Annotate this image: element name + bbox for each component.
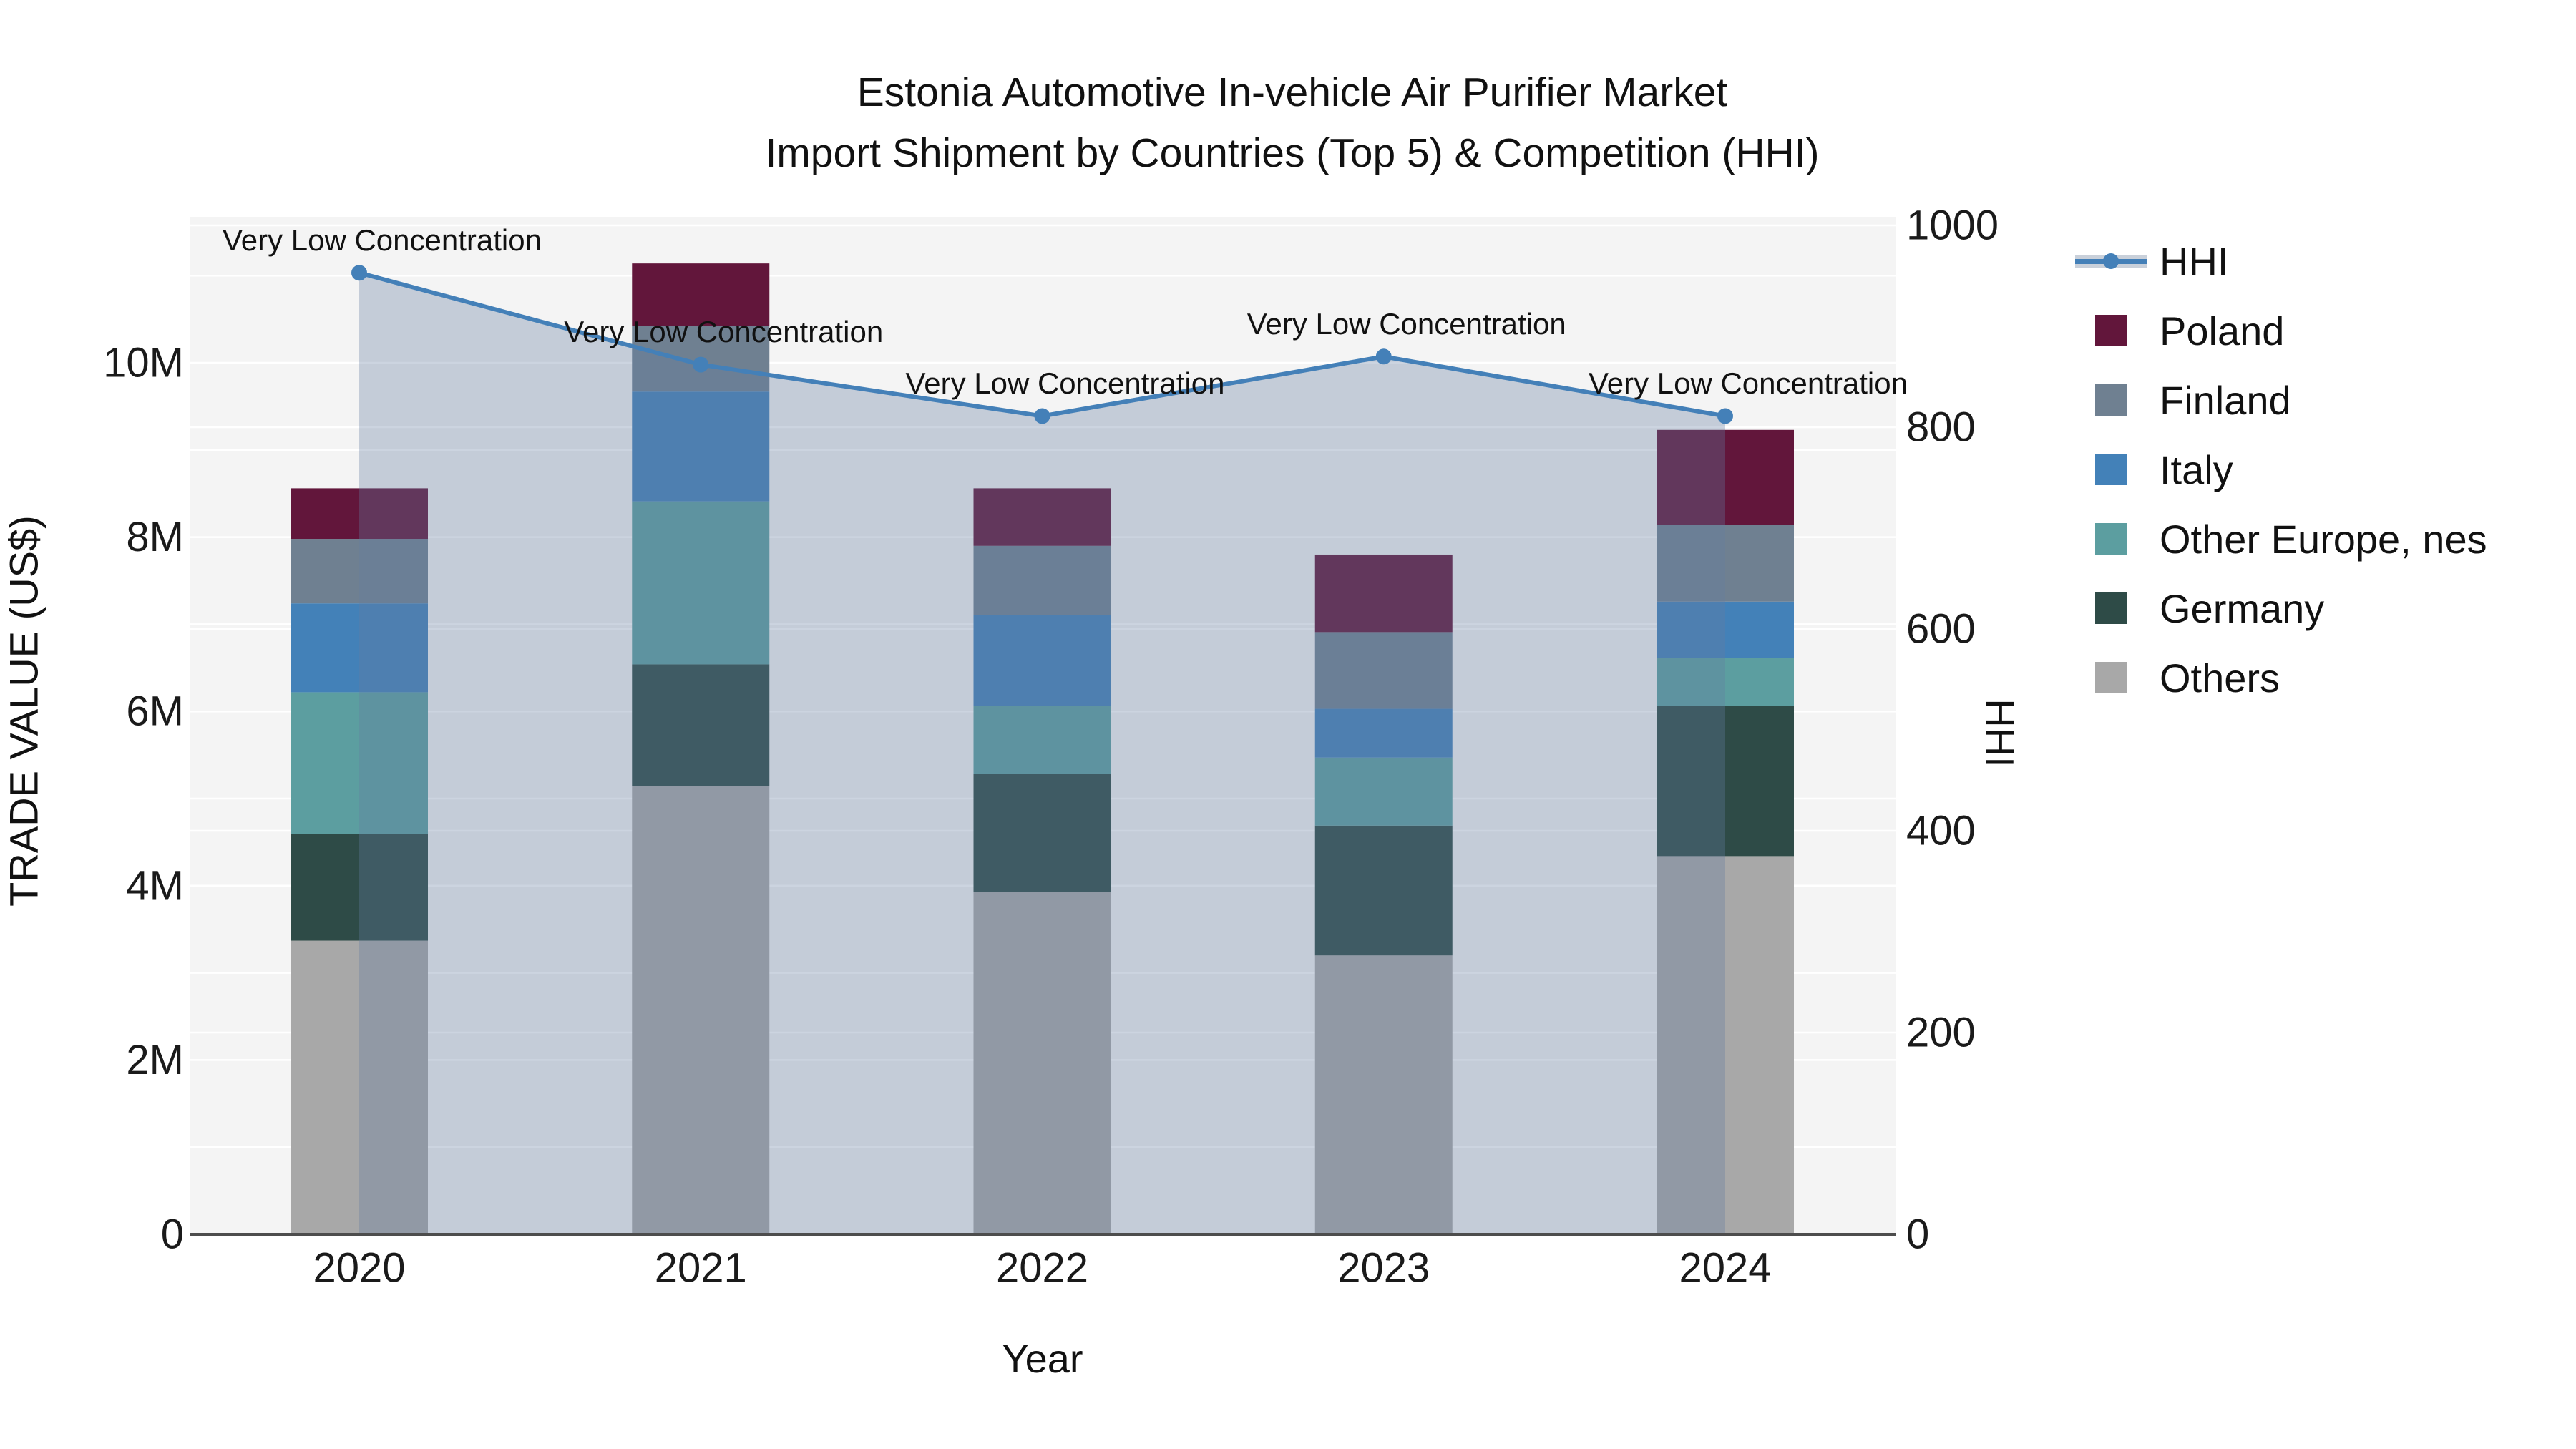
annotation-2023: Very Low Concentration bbox=[1247, 307, 1566, 341]
bar-segment-others-2024[interactable] bbox=[1657, 856, 1794, 1234]
bar-segment-others-2021[interactable] bbox=[632, 786, 770, 1234]
y-tick-left-8M: 8M bbox=[126, 514, 184, 560]
y-tick-right-0: 0 bbox=[1906, 1211, 1929, 1258]
bar-segment-poland-2024[interactable] bbox=[1657, 429, 1794, 525]
legend-item-other-europe-nes[interactable]: Other Europe, nes bbox=[2075, 517, 2487, 562]
y-axis-title-right: HHI bbox=[1977, 698, 2023, 768]
hhi-marker-2020[interactable] bbox=[351, 265, 367, 281]
chart-title-line-1: Estonia Automotive In-vehicle Air Purifi… bbox=[857, 69, 1728, 115]
hhi-marker-2024[interactable] bbox=[1717, 408, 1733, 424]
bar-segment-poland-2021[interactable] bbox=[632, 263, 770, 326]
hhi-line-swatch-icon bbox=[2075, 245, 2147, 277]
y-tick-right-200: 200 bbox=[1906, 1009, 1976, 1055]
legend-item-finland[interactable]: Finland bbox=[2075, 378, 2487, 423]
y-tick-right-1000: 1000 bbox=[1906, 202, 1999, 248]
legend-item-poland[interactable]: Poland bbox=[2075, 308, 2487, 353]
tick-labels: 0 2M 4M 6M 8M 10M 0 200 400 600 800 1000 2020 2021 202… bbox=[103, 202, 1999, 1291]
legend-square bbox=[2095, 592, 2127, 624]
bar-segment-finland-2022[interactable] bbox=[973, 545, 1111, 615]
y-tick-right-800: 800 bbox=[1906, 404, 1976, 450]
bar-segment-others-2023[interactable] bbox=[1314, 955, 1453, 1234]
legend-square bbox=[2095, 454, 2127, 485]
legend-label: Finland bbox=[2160, 377, 2291, 423]
color-swatch-icon bbox=[2075, 315, 2147, 346]
bar-segment-finland-2020[interactable] bbox=[291, 539, 428, 604]
color-swatch-icon bbox=[2075, 662, 2147, 693]
bar-segment-finland-2023[interactable] bbox=[1314, 632, 1453, 709]
bar-segment-germany-2022[interactable] bbox=[973, 774, 1111, 892]
bar-segment-italy-2020[interactable] bbox=[291, 603, 428, 693]
x-tick-2022: 2022 bbox=[996, 1245, 1088, 1292]
legend-label: Italy bbox=[2160, 447, 2233, 492]
y-tick-left-6M: 6M bbox=[126, 688, 184, 735]
hhi-area-fill bbox=[359, 273, 1725, 1234]
legend-item-italy[interactable]: Italy bbox=[2075, 447, 2487, 492]
legend-square bbox=[2095, 523, 2127, 555]
bar-segment-other-europe-nes-2020[interactable] bbox=[291, 692, 428, 834]
y-tick-right-400: 400 bbox=[1906, 807, 1976, 854]
legend-item-hhi[interactable]: HHI bbox=[2075, 239, 2487, 284]
bar-segment-italy-2022[interactable] bbox=[973, 615, 1111, 706]
y-tick-left-2M: 2M bbox=[126, 1037, 184, 1083]
bar-segment-other-europe-nes-2022[interactable] bbox=[973, 706, 1111, 774]
legend-label: HHI bbox=[2160, 238, 2229, 284]
y-tick-left-4M: 4M bbox=[126, 862, 184, 909]
legend-square bbox=[2095, 662, 2127, 693]
bar-segment-others-2022[interactable] bbox=[973, 892, 1111, 1234]
bar-segment-italy-2021[interactable] bbox=[632, 391, 770, 502]
stacked-bars bbox=[291, 263, 1794, 1234]
legend-label: Germany bbox=[2160, 585, 2325, 631]
y-tick-right-600: 600 bbox=[1906, 605, 1976, 652]
x-tick-2024: 2024 bbox=[1679, 1245, 1771, 1292]
legend-item-germany[interactable]: Germany bbox=[2075, 586, 2487, 631]
y-tick-left-0: 0 bbox=[161, 1211, 184, 1258]
legend-square bbox=[2095, 315, 2127, 346]
legend: HHI Poland Finland Italy Other Europe, nes Ge… bbox=[2075, 239, 2487, 701]
bar-segment-germany-2021[interactable] bbox=[632, 664, 770, 786]
bar-segment-germany-2020[interactable] bbox=[291, 834, 428, 941]
bar-segment-poland-2023[interactable] bbox=[1314, 554, 1453, 633]
bar-segment-italy-2024[interactable] bbox=[1657, 601, 1794, 658]
annotation-2020: Very Low Concentration bbox=[223, 223, 542, 257]
bar-segment-poland-2022[interactable] bbox=[973, 488, 1111, 546]
color-swatch-icon bbox=[2075, 384, 2147, 416]
annotation-2021: Very Low Concentration bbox=[564, 315, 883, 348]
bar-segment-other-europe-nes-2023[interactable] bbox=[1314, 757, 1453, 826]
bar-segment-italy-2023[interactable] bbox=[1314, 708, 1453, 758]
x-tick-2023: 2023 bbox=[1337, 1245, 1430, 1292]
legend-square bbox=[2095, 384, 2127, 416]
legend-label: Poland bbox=[2160, 308, 2285, 353]
chart-title-line-2: Import Shipment by Countries (Top 5) & C… bbox=[765, 130, 1820, 176]
bar-segment-poland-2020[interactable] bbox=[291, 488, 428, 540]
bar-segment-other-europe-nes-2021[interactable] bbox=[632, 501, 770, 665]
x-axis-title: Year bbox=[1002, 1336, 1083, 1381]
bar-segment-finland-2024[interactable] bbox=[1657, 525, 1794, 602]
color-swatch-icon bbox=[2075, 592, 2147, 624]
annotation-2022: Very Low Concentration bbox=[906, 366, 1225, 400]
bar-segment-other-europe-nes-2024[interactable] bbox=[1657, 658, 1794, 706]
y-axis-title-left: TRADE VALUE (US$) bbox=[1, 515, 47, 907]
bar-segment-others-2020[interactable] bbox=[291, 940, 428, 1234]
hhi-marker-2021[interactable] bbox=[693, 356, 709, 373]
color-swatch-icon bbox=[2075, 454, 2147, 485]
legend-item-others[interactable]: Others bbox=[2075, 655, 2487, 701]
hhi-marker-2023[interactable] bbox=[1375, 348, 1392, 365]
annotation-2024: Very Low Concentration bbox=[1589, 366, 1908, 400]
legend-label: Others bbox=[2160, 655, 2280, 701]
x-tick-2021: 2021 bbox=[655, 1245, 747, 1292]
legend-label: Other Europe, nes bbox=[2160, 516, 2487, 562]
hhi-marker-2022[interactable] bbox=[1034, 408, 1050, 424]
x-tick-2020: 2020 bbox=[313, 1245, 405, 1292]
hhi-marker-dot bbox=[2103, 253, 2119, 269]
bar-segment-germany-2024[interactable] bbox=[1657, 706, 1794, 857]
y-tick-left-10M: 10M bbox=[103, 340, 184, 386]
bar-segment-germany-2023[interactable] bbox=[1314, 825, 1453, 956]
color-swatch-icon bbox=[2075, 523, 2147, 555]
